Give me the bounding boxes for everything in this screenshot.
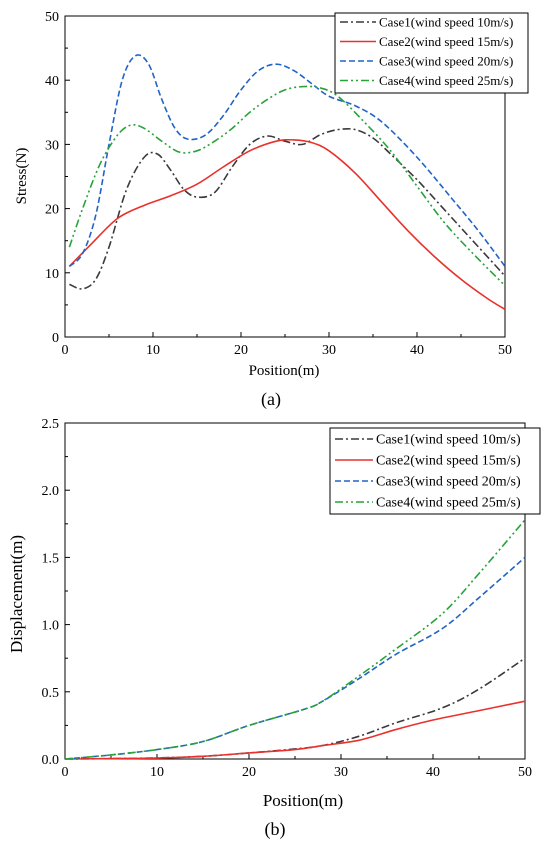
panel-a: 0 10 20 30 40 50 0 10 20 30 40 50 Position(m) Stres…	[14, 10, 529, 410]
series-line-case4	[64, 519, 526, 760]
x-tick-label: 20	[234, 343, 248, 358]
legend-label-case2: Case2(wind speed 15m/s)	[376, 454, 521, 469]
x-tick-label: 30	[334, 765, 348, 780]
y-tick-label: 0	[52, 331, 59, 346]
legend-a: Case1(wind speed 10m/s) Case2(wind speed …	[334, 12, 529, 94]
legend-label-case4: Case4(wind speed 25m/s)	[379, 73, 513, 88]
y-axis-title-a: Stress(N)	[14, 148, 30, 205]
series-line-case4	[68, 85, 506, 287]
series-line-case2	[64, 700, 526, 760]
y-tick-label: 30	[45, 138, 59, 153]
x-tick-label: 0	[62, 343, 69, 358]
y-tick-label: 20	[45, 203, 59, 218]
legend-b: Case1(wind speed 10m/s) Case2(wind speed …	[329, 427, 541, 515]
x-tick-label: 10	[146, 343, 160, 358]
legend-label-case4: Case4(wind speed 25m/s)	[376, 496, 521, 511]
series-group-b	[64, 519, 526, 760]
legend-label-case3: Case3(wind speed 20m/s)	[376, 475, 521, 490]
y-tick-label: 1.5	[42, 551, 60, 566]
x-tick-label: 10	[150, 765, 164, 780]
series-line-case1	[64, 657, 526, 760]
ticks-b: 0 10 20 30 40 50 0.0 0.5 1.0 1.5 2.0 2.5	[42, 417, 533, 780]
y-tick-label: 2.5	[42, 417, 60, 432]
ticks-a: 0 10 20 30 40 50 0 10 20 30 40 50	[45, 10, 512, 358]
y-axis-title-b: Displacement(m)	[7, 535, 26, 653]
x-axis-title-a: Position(m)	[249, 363, 320, 379]
y-tick-label: 2.0	[42, 484, 60, 499]
y-tick-label: 10	[45, 267, 59, 282]
x-tick-label: 40	[410, 343, 424, 358]
series-line-case3	[68, 54, 506, 267]
panel-b: 0 10 20 30 40 50 0.0 0.5 1.0 1.5 2.0 2.5 Position(m…	[7, 417, 541, 840]
series-group-a	[68, 54, 506, 311]
legend-label-case1: Case1(wind speed 10m/s)	[379, 15, 513, 30]
x-tick-label: 50	[498, 343, 512, 358]
y-tick-label: 1.0	[42, 619, 60, 634]
x-tick-label: 50	[518, 765, 532, 780]
y-tick-label: 40	[45, 74, 59, 89]
panel-label-a: (a)	[261, 389, 281, 410]
series-line-case2	[68, 138, 506, 311]
y-tick-label: 0.0	[42, 753, 60, 768]
x-axis-title-b: Position(m)	[263, 791, 343, 810]
x-tick-label: 30	[322, 343, 336, 358]
x-tick-label: 0	[62, 765, 69, 780]
x-tick-label: 40	[426, 765, 440, 780]
panel-label-b: (b)	[265, 819, 286, 840]
legend-box-a	[334, 12, 529, 94]
y-tick-label: 0.5	[42, 686, 60, 701]
series-line-case3	[64, 556, 526, 760]
legend-box-b	[329, 427, 541, 515]
legend-label-case2: Case2(wind speed 15m/s)	[379, 34, 513, 49]
legend-label-case1: Case1(wind speed 10m/s)	[376, 433, 521, 448]
legend-label-case3: Case3(wind speed 20m/s)	[379, 54, 513, 69]
series-line-case1	[69, 127, 506, 290]
x-tick-label: 20	[242, 765, 256, 780]
y-tick-label: 50	[45, 10, 59, 25]
